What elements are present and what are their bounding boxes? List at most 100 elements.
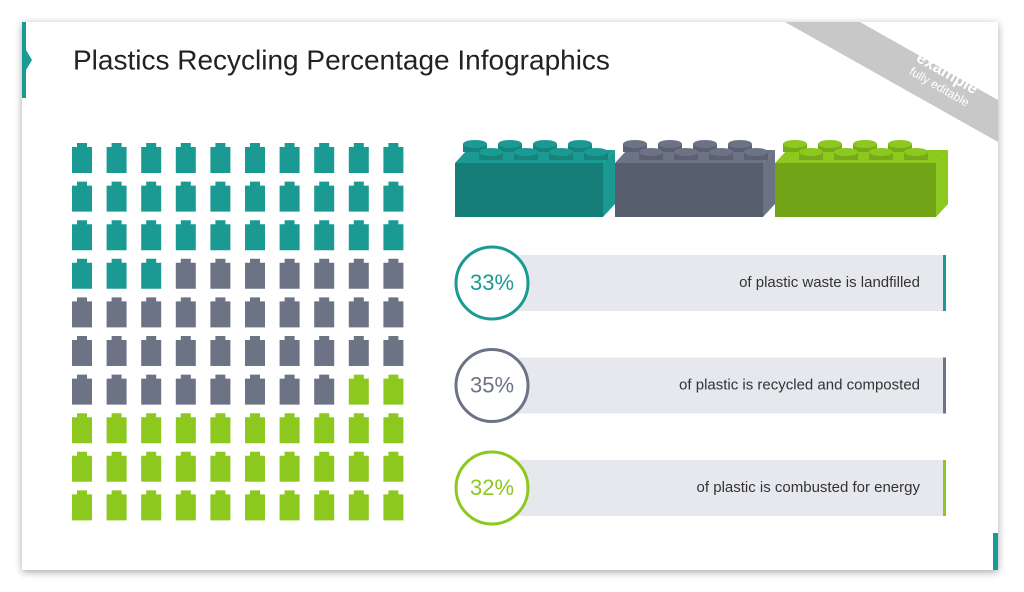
percent-label: 32% [470,475,514,500]
waffle-icon [106,220,127,251]
waffle-icon [383,374,404,405]
waffle-icon [279,258,300,289]
waffle-icon [314,297,335,328]
label-bar [510,460,945,516]
waffle-icon [175,297,196,328]
percent-ring [454,245,530,321]
brick-stud [533,140,557,148]
waffle-icon [348,374,369,405]
waffle-icon [383,258,404,289]
waffle-icon [106,451,127,482]
brick-stud [888,140,912,148]
waffle-icon [279,220,300,251]
waffle-icon [279,181,300,212]
waffle-icon [383,451,404,482]
accent-bar [22,22,26,98]
waffle-icon [72,490,92,521]
waffle-icon [175,336,196,366]
waffle-icon [348,297,369,328]
waffle-icon [72,413,92,444]
waffle-icon [210,220,231,251]
waffle-icon [141,143,162,173]
brick-stud [549,148,573,156]
brick-stud [818,140,842,148]
waffle-icon [210,451,231,482]
waffle-icon [314,374,335,405]
waffle-icon [141,336,162,366]
label-bar-accent [943,255,946,311]
brick-stud [498,140,522,148]
waffle-icon [245,413,265,444]
label-bar-accent [943,460,946,516]
brick-stud [514,148,538,156]
brick-side [936,150,948,217]
brick-stud [584,148,608,156]
brick-stud [834,148,858,156]
plot: 33% of plastic waste is landfilled 35% of p… [72,140,948,526]
brick-shade [455,163,603,217]
waffle-icon [141,297,162,328]
brick-stud [728,140,752,148]
waffle-icon [245,297,265,328]
waffle-icon [245,374,265,405]
waffle-icon [175,413,196,444]
waffle-icon [383,413,404,444]
brick-side [603,150,615,217]
waffle-icon [348,413,369,444]
percent-label: 33% [470,270,514,295]
percent-ring [454,348,530,423]
waffle-icon [141,374,162,405]
waffle-icon [106,258,127,289]
waffle-icon [314,490,335,521]
waffle-icon [279,374,300,405]
brick-stud [463,140,487,148]
waffle-icon [383,143,404,173]
brick-stud [904,148,928,156]
waffle-icon [314,220,335,251]
waffle-icon [72,220,92,251]
waffle-icon [175,490,196,521]
waffle-icon [279,490,300,521]
waffle-icon [175,374,196,405]
waffle-icon [210,413,231,444]
waffle-icon [141,181,162,212]
waffle-icon [106,413,127,444]
waffle-icon [106,181,127,212]
percent-label: 35% [470,372,514,397]
waffle-icon [72,181,92,212]
label-bar [510,255,945,311]
waffle-icon [210,181,231,212]
brick-side [763,150,775,217]
waffle-icon [141,220,162,251]
brick-stud [744,148,768,156]
waffle-icon [348,143,369,173]
brick-shade [775,163,936,217]
waffle-icon [72,336,92,366]
category-label: of plastic is combusted for energy [697,479,921,496]
waffle-icon [175,258,196,289]
waffle-icon [314,451,335,482]
accent-arrow [26,50,32,70]
category-label: of plastic is recycled and composted [679,376,920,393]
waffle-icon [72,297,92,328]
brick-stud [623,140,647,148]
waffle-icon [279,451,300,482]
brick-stud [479,148,503,156]
waffle-icon [210,258,231,289]
waffle-icon [210,297,231,328]
waffle-icon [210,143,231,173]
chart-title: Plastics Recycling Percentage Infographi… [73,44,610,75]
waffle-icon [348,220,369,251]
waffle-icon [245,490,265,521]
brick-stud [783,140,807,148]
waffle-icon [348,258,369,289]
waffle-icon [245,220,265,251]
category-label: of plastic waste is landfilled [739,274,920,291]
brick-front [615,163,763,217]
accent-bar [993,533,998,570]
waffle-icon [383,490,404,521]
waffle-icon [245,336,265,366]
badge-ribbon [785,22,998,142]
